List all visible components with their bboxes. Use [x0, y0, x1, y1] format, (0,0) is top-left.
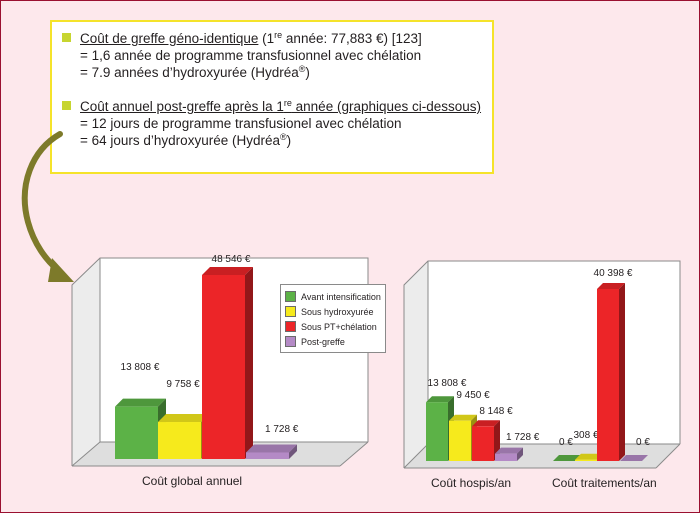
x-category-label: Coût global annuel: [142, 474, 243, 488]
bar-top: [449, 414, 477, 421]
block1-close: ): [305, 65, 310, 80]
x-category-label: Coût hospis/an: [431, 476, 512, 490]
legend-item: Post-greffe: [285, 334, 381, 349]
chart-legend: Avant intensification Sous hydroxyurée S…: [280, 284, 386, 353]
data-label: 1 728 €: [506, 432, 540, 443]
bar: [115, 398, 166, 459]
bar-front: [115, 406, 158, 459]
block1-title: Coût de greffe géno-identique: [80, 31, 259, 46]
arrow-head-icon: [48, 258, 74, 282]
data-label: 0 €: [636, 437, 650, 448]
data-label: 9 450 €: [456, 390, 490, 401]
bar-top: [472, 420, 500, 427]
data-label: 9 758 €: [166, 379, 200, 390]
bar-front: [495, 453, 517, 461]
legend-item: Sous PT+chélation: [285, 319, 381, 334]
bullet-square-icon: [62, 33, 71, 42]
block2-title-line: Coût annuel post-greffe après la 1re ann…: [62, 98, 482, 115]
block2-sup: re: [283, 98, 292, 108]
block2-title-b: année (graphiques ci-dessous): [291, 99, 482, 114]
legend-label: Avant intensification: [301, 291, 381, 302]
bar-front: [246, 452, 289, 459]
legend-swatch: [285, 321, 296, 332]
data-label: 8 148 €: [479, 406, 513, 417]
bar-top: [620, 455, 648, 461]
block1-rest: année: 77,883 €) [123]: [282, 31, 422, 46]
bar: [158, 414, 209, 459]
bar-front: [597, 289, 619, 461]
bar-top: [495, 447, 523, 454]
bar-front: [202, 275, 245, 459]
bar: [246, 444, 297, 459]
legend-label: Sous PT+chélation: [301, 321, 377, 332]
bar-front: [426, 402, 448, 461]
bar-side: [619, 283, 625, 461]
bar-side: [245, 267, 253, 459]
block1-line3: = 7.9 années d’hydroxyurée (Hydréa: [80, 65, 299, 80]
registered-mark: ®: [279, 132, 287, 142]
block1-line2: = 1,6 année de programme transfusionnel …: [80, 48, 422, 63]
bar-top: [553, 455, 581, 461]
curved-arrow-icon: [21, 131, 63, 273]
legend-label: Sous hydroxyurée: [301, 306, 374, 317]
block1-sup: re: [274, 30, 283, 40]
block2-line2: = 12 jours de programme transfusionel av…: [80, 116, 402, 131]
bar-side: [289, 444, 297, 459]
bar-top: [158, 414, 209, 423]
block2-line3-wrap: = 64 jours d’hydroxyurée (Hydréa®): [62, 132, 482, 149]
bar: [597, 283, 625, 461]
left-chart-bars: 13 808 € 9 758 € 48 546 € 1 728 €: [115, 254, 299, 459]
bar-top: [115, 398, 166, 407]
summary-box: Coût de greffe géno-identique (1re année…: [50, 20, 494, 174]
registered-mark: ®: [298, 64, 306, 74]
bar-top: [575, 453, 603, 460]
block2-title-wrap: Coût annuel post-greffe après la 1re ann…: [80, 98, 482, 115]
bar: [202, 267, 253, 459]
block1-open: (1: [258, 31, 275, 46]
block1-title-line: Coût de greffe géno-identique (1re année…: [62, 30, 482, 47]
bar-top: [426, 396, 454, 403]
data-label: 1 728 €: [265, 424, 299, 435]
legend-item: Sous hydroxyurée: [285, 304, 381, 319]
data-label: 13 808 €: [428, 378, 467, 389]
bar-top: [597, 283, 625, 289]
bar-front: [575, 459, 597, 461]
bar-front: [158, 422, 201, 459]
legend-swatch: [285, 306, 296, 317]
bar: [495, 447, 523, 461]
data-label: 40 398 €: [594, 268, 633, 279]
data-label: 0 €: [559, 437, 573, 448]
bar-top: [246, 444, 297, 453]
bullet-square-icon: [62, 101, 71, 110]
block2-line3: = 64 jours d’hydroxyurée (Hydréa: [80, 133, 280, 148]
block2-close: ): [286, 133, 292, 148]
block1-line3-wrap: = 7.9 années d’hydroxyurée (Hydréa®): [62, 64, 482, 81]
right-chart-bars: 13 808 €9 450 €8 148 €1 728 €0 €308 €40 …: [426, 268, 650, 462]
data-label: 308 €: [573, 430, 598, 441]
x-category-label: Coût traitements/an: [552, 476, 657, 490]
data-label: 48 546 €: [212, 254, 251, 265]
bar-top: [202, 267, 253, 275]
bar-front: [472, 426, 494, 461]
bar: [553, 455, 581, 462]
bar-side: [517, 447, 523, 461]
legend-label: Post-greffe: [301, 336, 345, 347]
bar-front: [449, 420, 471, 461]
block2-title-a: Coût annuel post-greffe après la 1: [80, 99, 284, 114]
data-label: 13 808 €: [121, 362, 160, 373]
legend-swatch: [285, 291, 296, 302]
legend-swatch: [285, 336, 296, 347]
bar: [620, 455, 648, 462]
legend-item: Avant intensification: [285, 289, 381, 304]
